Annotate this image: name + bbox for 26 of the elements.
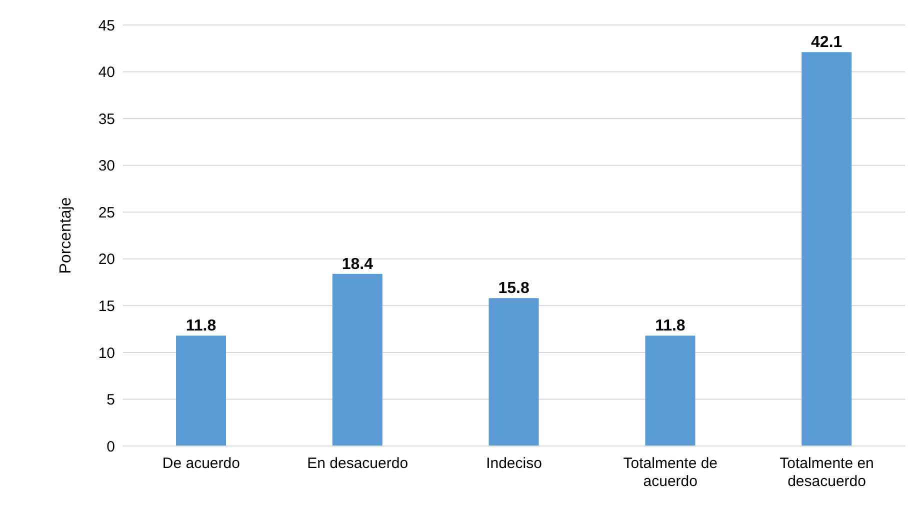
y-axis-title: Porcentaje <box>58 197 75 274</box>
y-tick-label: 25 <box>98 204 115 222</box>
data-label: 11.8 <box>655 318 686 335</box>
x-tick-label: Totalmente en desacuerdo <box>780 455 874 490</box>
bar <box>176 336 226 446</box>
y-tick-label: 40 <box>98 64 115 82</box>
y-tick-label: 15 <box>98 298 115 315</box>
x-tick-label: Totalmente de acuerdo <box>623 455 718 490</box>
bar <box>332 274 382 446</box>
x-tick-label: De acuerdo <box>162 455 240 472</box>
y-tick-label: 20 <box>98 251 115 268</box>
data-label: 42.1 <box>811 34 842 52</box>
bar <box>645 336 696 446</box>
x-tick-label: Indeciso <box>486 455 542 472</box>
bar <box>488 298 539 446</box>
data-label: 11.8 <box>186 318 216 335</box>
y-tick-label: 30 <box>98 158 115 175</box>
y-tick-label: 35 <box>98 110 115 128</box>
y-tick-label: 0 <box>106 438 115 456</box>
y-tick-label: 5 <box>106 392 115 409</box>
x-tick-label: En desacuerdo <box>307 455 408 472</box>
y-tick-label: 45 <box>98 17 115 34</box>
y-tick-label: 10 <box>98 344 115 362</box>
bar <box>802 52 852 446</box>
data-label: 18.4 <box>342 256 374 273</box>
data-label: 15.8 <box>498 280 530 298</box>
